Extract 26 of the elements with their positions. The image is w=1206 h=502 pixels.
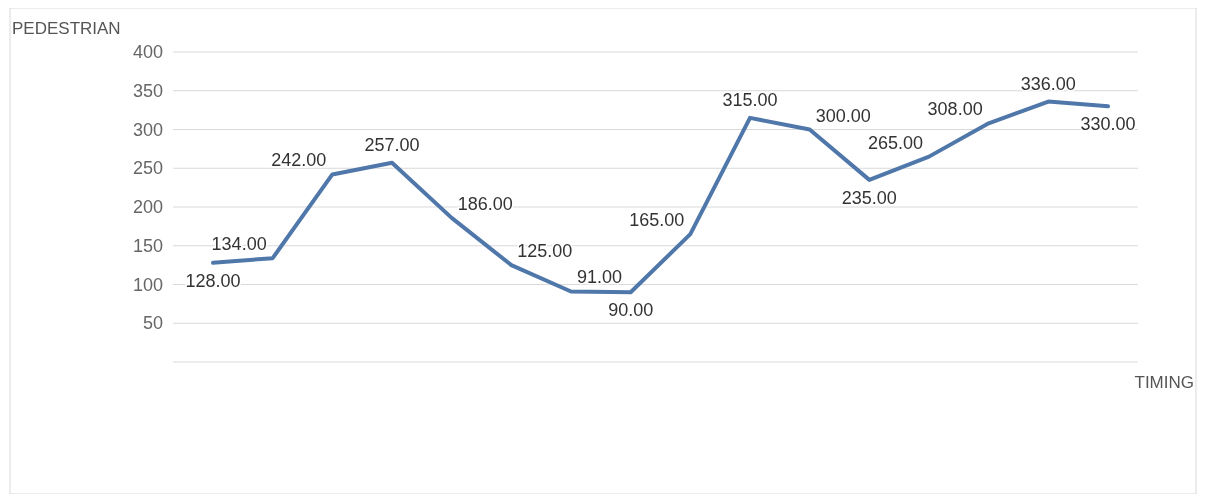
y-tick-label: 400 bbox=[132, 42, 163, 62]
text: 315.00 bbox=[722, 89, 778, 110]
x-axis-title: TIMING bbox=[1134, 373, 1194, 392]
text: 257.00 bbox=[364, 134, 420, 155]
text: 235.00 bbox=[841, 187, 897, 208]
y-tick-label: 100 bbox=[132, 274, 163, 295]
y-axis-title: PEDESTRIAN bbox=[12, 19, 121, 38]
y-tick-label: 50 bbox=[142, 313, 163, 334]
text: 242.00 bbox=[271, 150, 327, 171]
text: 134.00 bbox=[211, 234, 267, 255]
y-tick-label: 200 bbox=[132, 197, 163, 217]
y-tick-label: 150 bbox=[132, 235, 163, 256]
y-tick-label: 300 bbox=[132, 119, 163, 140]
y-tick-label: 350 bbox=[132, 80, 163, 101]
text: 165.00 bbox=[629, 210, 685, 231]
text: 128.00 bbox=[185, 270, 241, 291]
text: 336.00 bbox=[1020, 73, 1076, 94]
text: 90.00 bbox=[608, 300, 654, 321]
text: 300.00 bbox=[815, 105, 871, 126]
y-tick-label: 250 bbox=[132, 158, 163, 179]
text: 330.00 bbox=[1080, 114, 1136, 135]
text: 265.00 bbox=[867, 132, 923, 153]
text: 91.00 bbox=[577, 267, 623, 288]
text: 125.00 bbox=[517, 241, 573, 262]
text: 186.00 bbox=[457, 193, 513, 214]
text: 308.00 bbox=[927, 99, 983, 120]
